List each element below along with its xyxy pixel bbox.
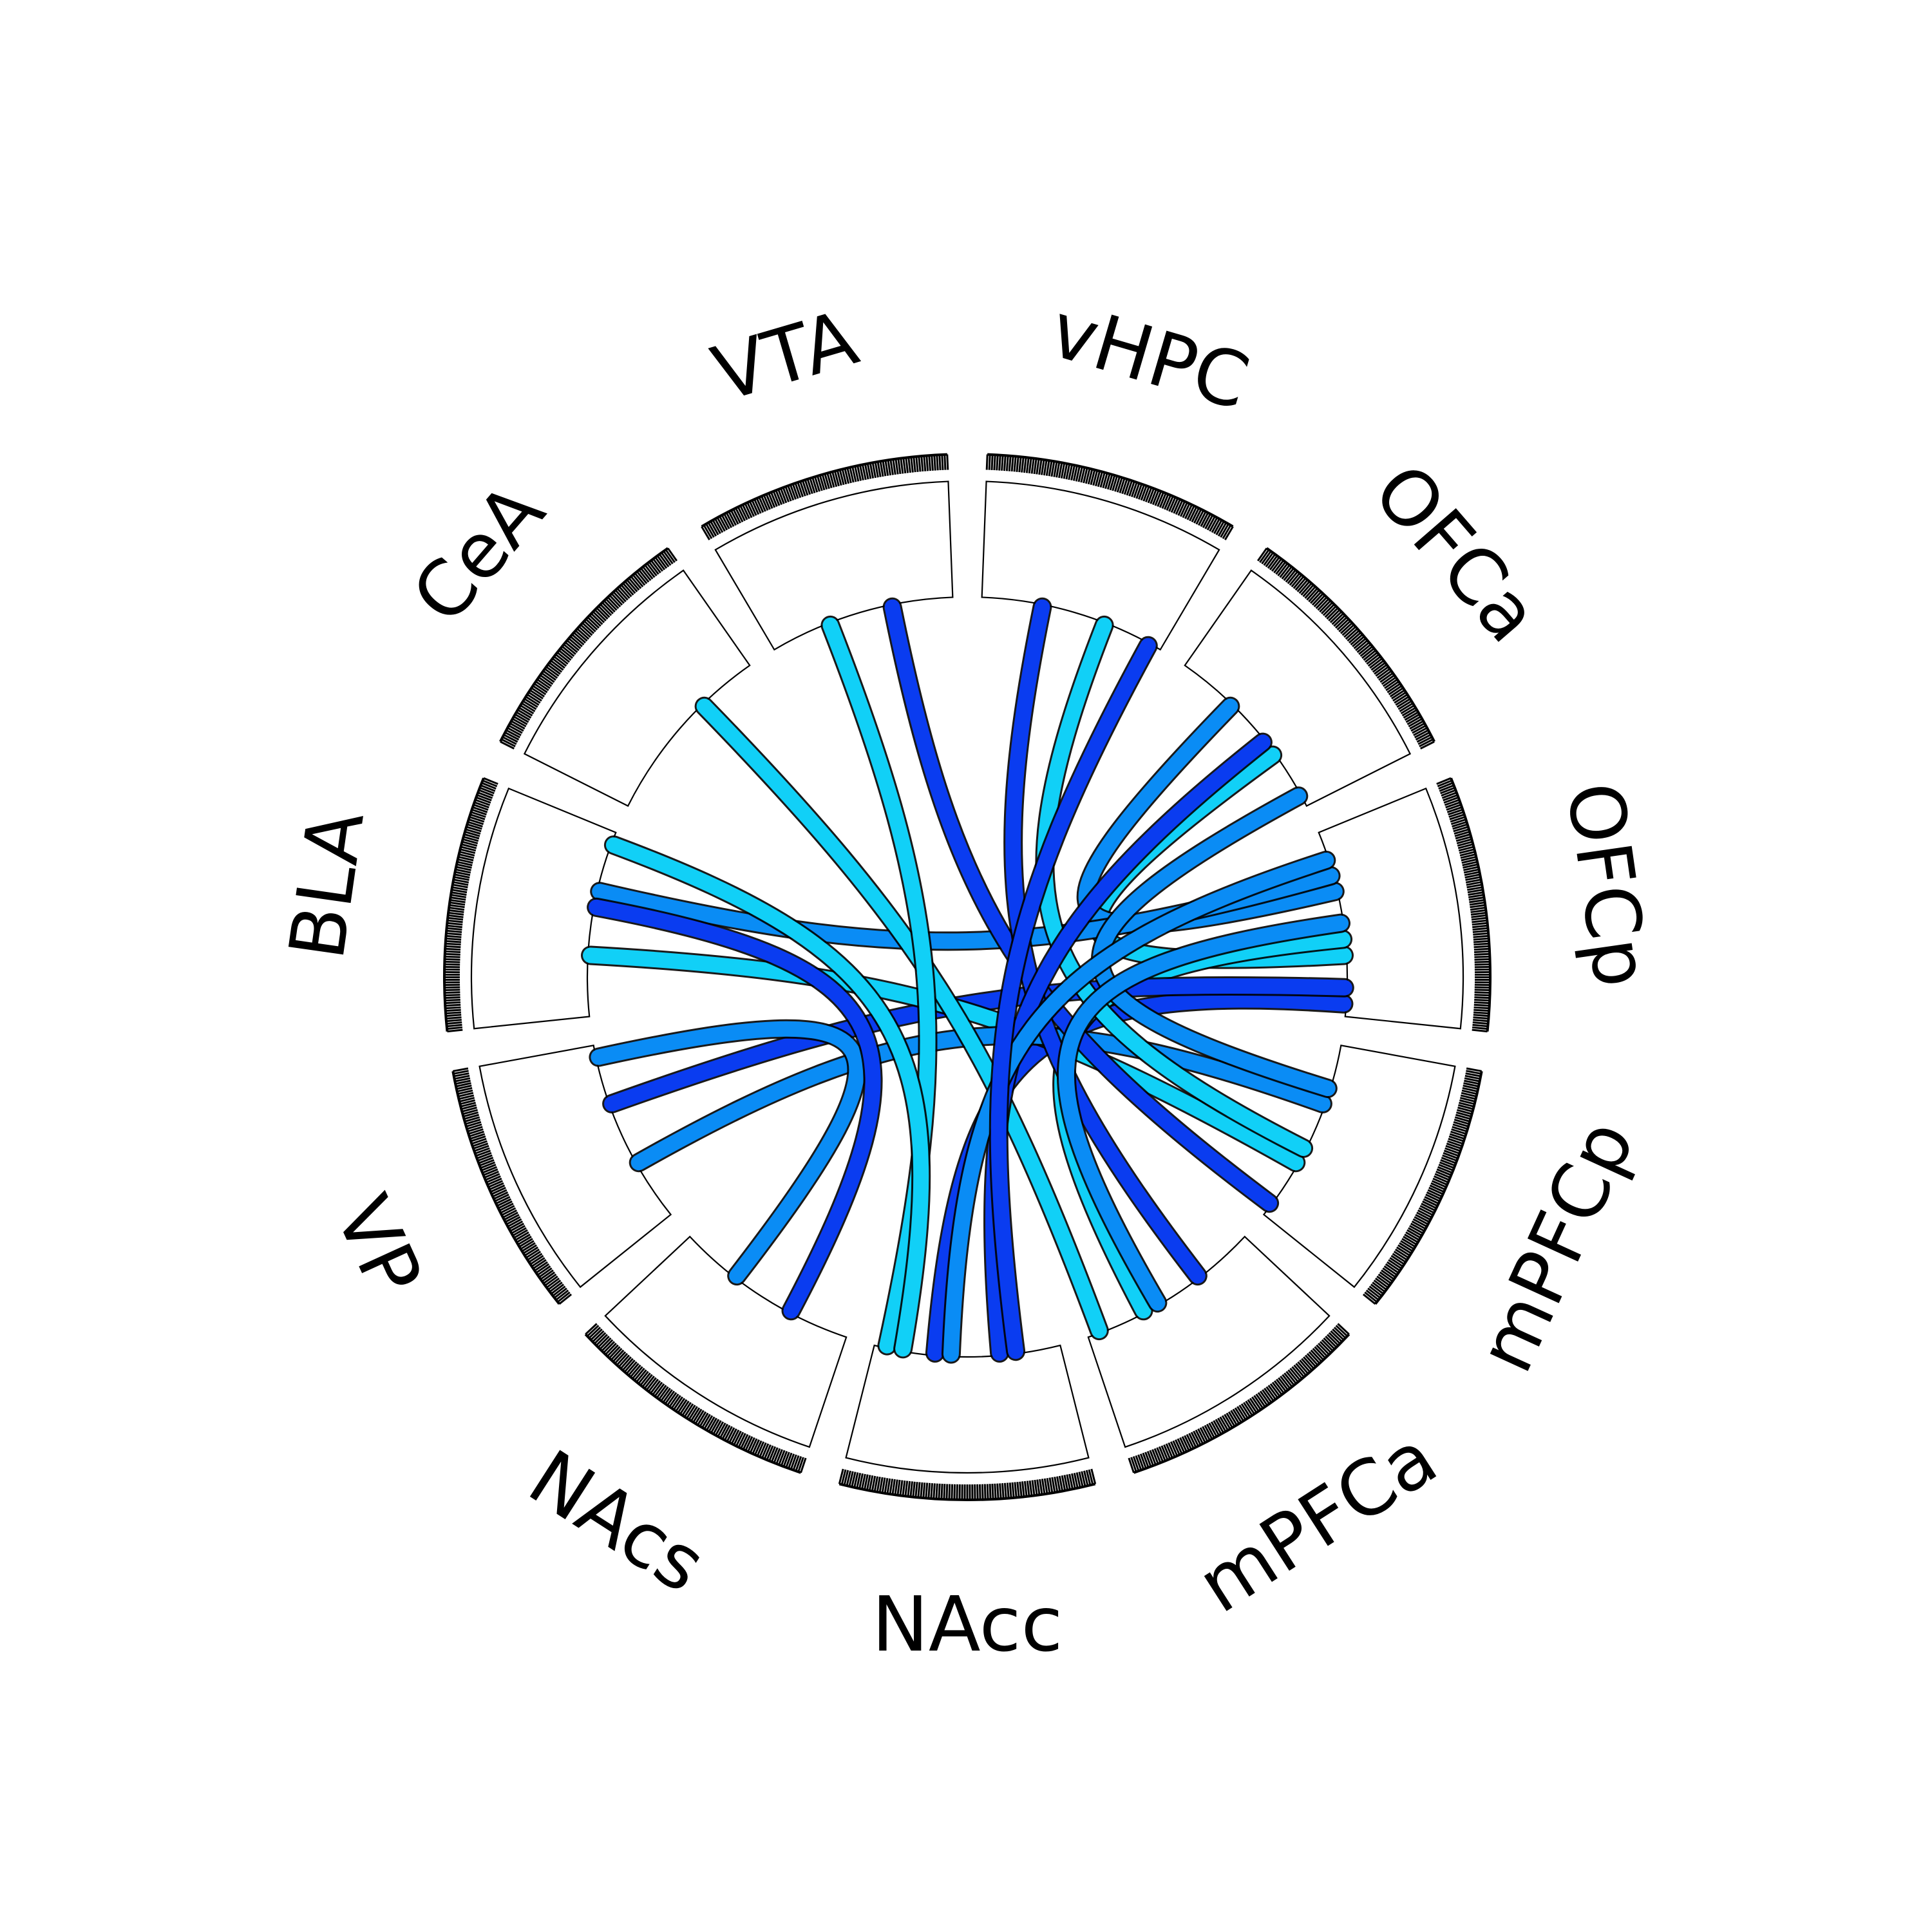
tick-rim-mpfca xyxy=(1133,1333,1350,1474)
tick-rim-ofcp xyxy=(1450,777,1492,1032)
chord-band xyxy=(605,837,929,1357)
chord-band xyxy=(589,899,881,1319)
label-nacs: NAcs xyxy=(514,1433,721,1610)
chord-band xyxy=(943,852,1334,1362)
segment-cea xyxy=(523,569,751,807)
label-mpfcp: mPFCp xyxy=(1461,1107,1651,1385)
tick-rim-nacc xyxy=(838,1482,1096,1501)
chord-nacs-bla xyxy=(587,897,883,1321)
tick-rim-bla xyxy=(443,777,485,1032)
chord-nacc-vhpc xyxy=(989,636,1158,1361)
tick-rim-mpfcp xyxy=(1374,1070,1483,1305)
tick-rim-nacs xyxy=(584,1333,802,1474)
chord-band xyxy=(990,638,1156,1359)
chord-ofcp-nacc xyxy=(925,990,1354,1363)
tick-marks xyxy=(443,453,1492,1501)
label-ofca: OFCa xyxy=(1356,448,1557,659)
ticks-nacs xyxy=(585,1323,807,1473)
label-ofcp: OFCp xyxy=(1549,777,1667,992)
chord-band xyxy=(696,698,1107,1339)
label-mpfca: mPFCa xyxy=(1182,1413,1452,1630)
ticks-ofcp xyxy=(1436,777,1491,1033)
label-vta: VTA xyxy=(703,293,867,419)
ticks-ofca xyxy=(1256,547,1435,750)
chord-band xyxy=(591,1021,865,1284)
tick-rim-vhpc xyxy=(987,453,1234,528)
ticks-mpfcp xyxy=(1362,1067,1482,1305)
tick-rim-vta xyxy=(701,453,947,528)
tick-rim-vp xyxy=(451,1070,560,1305)
ticks-mpfca xyxy=(1128,1323,1350,1473)
label-nacc: NAcc xyxy=(872,1580,1063,1669)
chord-mpfca-vhpc xyxy=(1003,597,1208,1286)
label-vhpc: vHPC xyxy=(1041,285,1258,427)
chord-nacc-bla xyxy=(603,835,931,1359)
chord-nacc-ofcp xyxy=(941,850,1336,1364)
ticks-vta xyxy=(701,454,949,540)
ticks-cea xyxy=(500,547,678,750)
segment-nacc xyxy=(845,1344,1090,1474)
tick-rim-cea xyxy=(499,547,669,743)
tick-rim-ofca xyxy=(1265,547,1435,743)
ticks-vhpc xyxy=(985,454,1234,540)
ticks-bla xyxy=(444,777,498,1033)
label-bla: BLA xyxy=(272,805,381,964)
chord-mpfca-cea xyxy=(694,696,1109,1341)
label-vp: VP xyxy=(317,1183,439,1309)
ticks-vp xyxy=(453,1067,573,1305)
chord-band xyxy=(1005,599,1206,1284)
label-cea: CeA xyxy=(395,467,562,640)
chord-band xyxy=(1059,915,1349,1311)
chord-links xyxy=(581,597,1354,1364)
ticks-nacc xyxy=(838,1468,1097,1501)
region-segments xyxy=(470,480,1464,1474)
chord-band xyxy=(927,992,1352,1361)
chord-mpfca-ofcp xyxy=(1057,913,1350,1313)
chord-nacs-vp xyxy=(589,1019,867,1286)
